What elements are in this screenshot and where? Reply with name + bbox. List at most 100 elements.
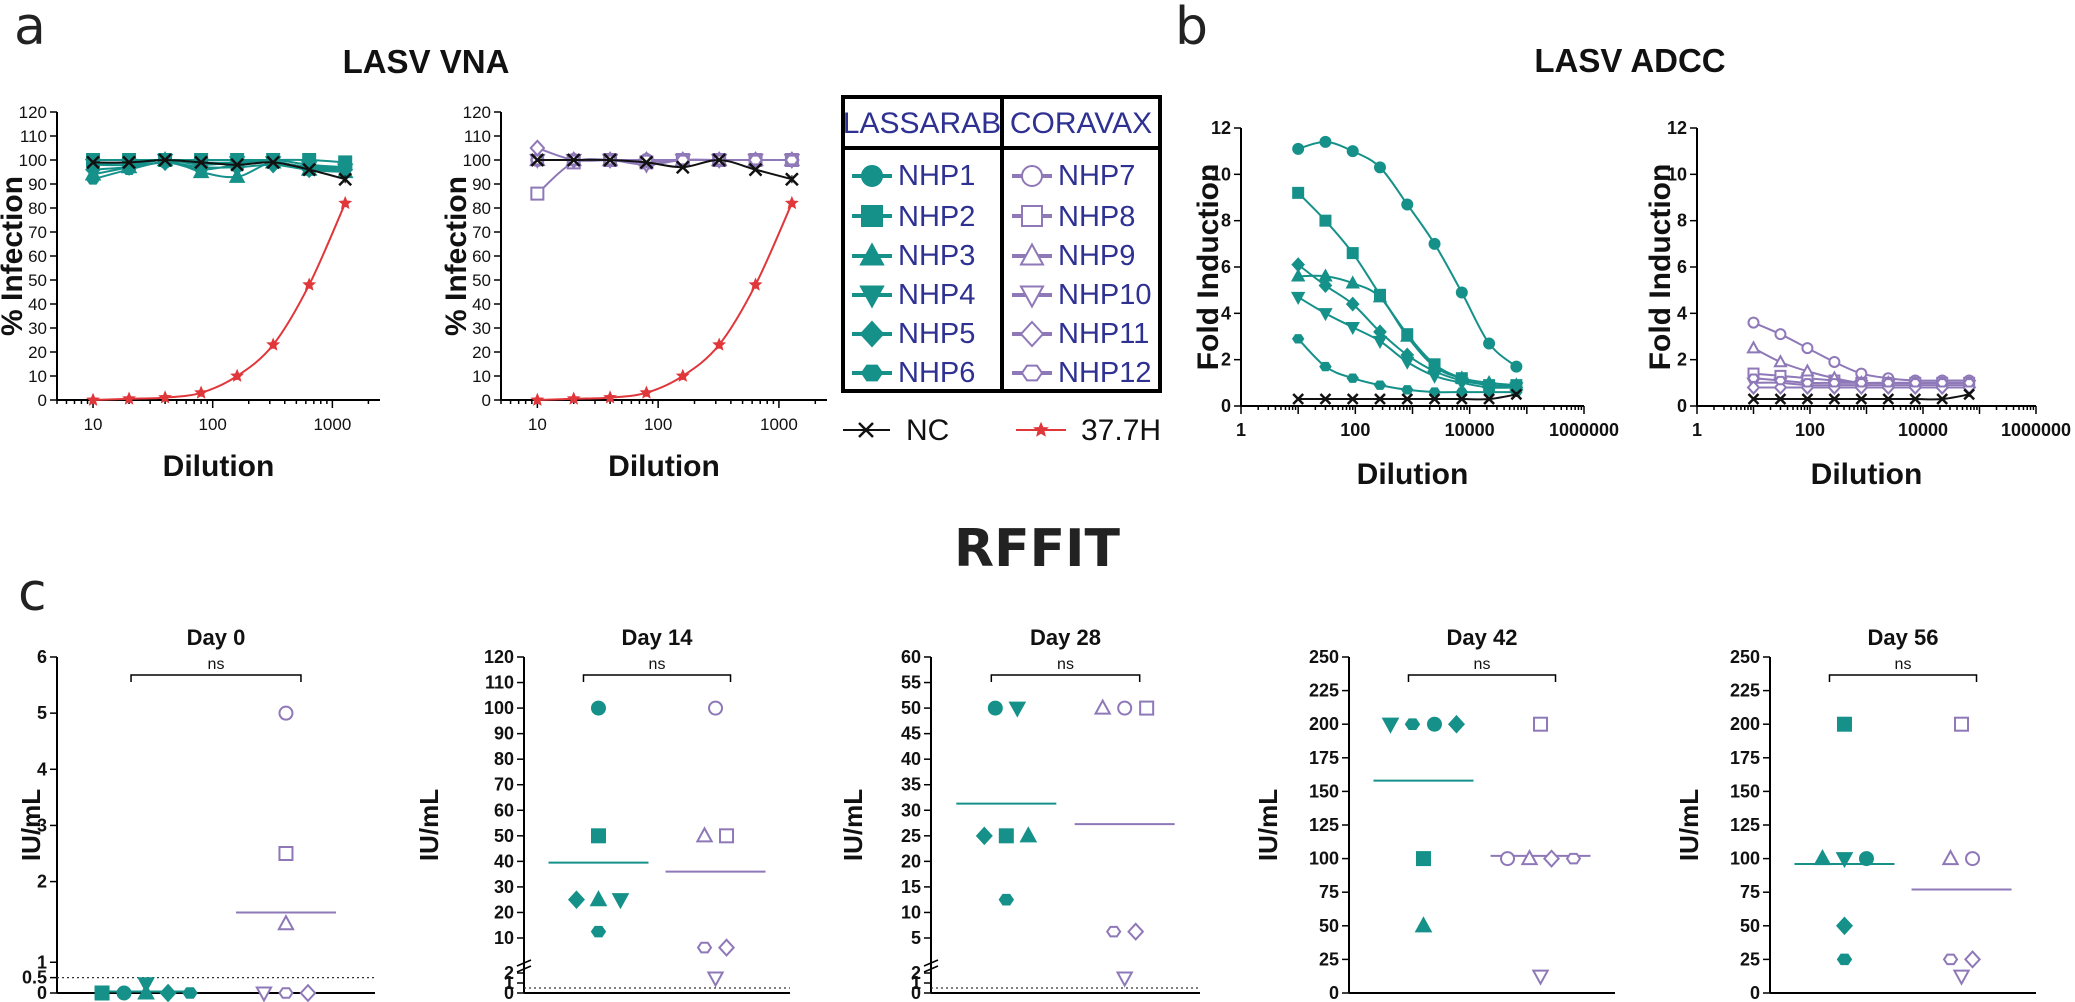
data-point (1319, 393, 1332, 405)
legend-label-nhp2: NHP2 (898, 201, 975, 233)
data-point (338, 172, 353, 187)
y-tick-label: 2 (1677, 350, 1687, 370)
data-point (1520, 849, 1539, 866)
y-tick-label: 5 (911, 928, 921, 948)
data-point (1345, 321, 1360, 336)
y-tick-label: 40 (901, 749, 921, 769)
y-tick-label: 0.5 (22, 968, 47, 988)
y-axis-label: IU/mL (1253, 789, 1283, 861)
data-point (1373, 161, 1386, 174)
y-tick-label: 50 (28, 271, 47, 290)
y-axis-label: % Infection (0, 176, 29, 336)
data-point (748, 154, 763, 166)
x-axis-label: Dilution (1811, 458, 1923, 491)
data-point (1533, 716, 1549, 732)
x-tick-label: 100 (1340, 420, 1370, 440)
legend-rows: NHP1 NHP2 NHP3 NHP4 NHP5 NHP6 NHP7 NHP8 … (898, 160, 1152, 389)
y-tick-label: 0 (911, 983, 921, 1002)
y-tick-label: 200 (1730, 714, 1760, 734)
data-point (1828, 378, 1841, 388)
y-tick-label: 55 (901, 673, 921, 693)
data-point (86, 392, 100, 406)
data-point (695, 826, 714, 843)
data-point (1801, 393, 1814, 405)
data-point (266, 155, 281, 170)
data-point (675, 368, 690, 382)
data-point (1801, 342, 1814, 355)
data-point (1381, 717, 1400, 734)
y-tick-label: 80 (494, 749, 514, 769)
data-point (1374, 393, 1386, 405)
y-axis-label: % Infection (440, 176, 473, 336)
y-axis-label: IU/mL (414, 789, 444, 861)
subplot-title: Day 14 (622, 625, 694, 650)
y-tick-label: 2 (37, 872, 47, 892)
data-point (1828, 393, 1841, 405)
significance-bracket (130, 674, 302, 682)
data-point (1292, 186, 1305, 199)
data-point (1858, 851, 1874, 867)
legend-label-nhp5: NHP5 (898, 318, 975, 350)
data-point (1746, 340, 1761, 354)
data-point (1936, 393, 1949, 405)
data-point (1855, 378, 1868, 388)
panel-label-b: b (1175, 0, 1208, 57)
chart-vna-coravax: 0 10 20 30 40 50 60 70 80 90 100 110 120 10 100 1000 Dil… (440, 103, 827, 483)
y-tick-label: 175 (1730, 748, 1760, 768)
y-tick-label: 70 (494, 775, 514, 795)
y-tick-label: 1 (504, 973, 514, 993)
data-point (1319, 361, 1332, 372)
y-tick-label: 2 (1221, 350, 1231, 370)
data-point (1400, 328, 1415, 342)
panel-label-c: c (18, 563, 47, 623)
data-point (590, 925, 607, 938)
y-tick-label: 100 (463, 151, 491, 170)
data-point (530, 186, 545, 201)
y-tick-label: 12 (1667, 118, 1687, 138)
series-line-37-7h (537, 202, 793, 401)
y-tick-label: 40 (28, 295, 47, 314)
data-point (1500, 851, 1516, 867)
x-tick-label: 1 (1692, 420, 1702, 440)
y-tick-label: 60 (472, 247, 491, 266)
y-tick-label: 225 (1309, 681, 1339, 701)
data-point (611, 893, 630, 910)
x-axis-label: Dilution (163, 450, 275, 483)
y-tick-label: 12 (1211, 118, 1231, 138)
subplot-title: Day 42 (1447, 625, 1518, 650)
y-tick-label: 80 (472, 199, 491, 218)
data-point (1964, 950, 1982, 969)
y-tick-label: 10 (1667, 164, 1687, 184)
legend-marker-nhp9 (1019, 242, 1045, 266)
y-tick-label: 120 (19, 103, 47, 122)
y-tick-label: 120 (484, 647, 514, 667)
y-tick-label: 50 (901, 698, 921, 718)
legend-marker-nhp3 (859, 242, 885, 266)
data-point (1373, 324, 1387, 340)
y-tick-label: 110 (20, 127, 47, 146)
y-tick-label: 50 (494, 826, 514, 846)
data-point (1008, 701, 1027, 718)
y-tick-label: 40 (472, 295, 491, 314)
data-point (1428, 393, 1441, 405)
x-tick-label: 10000 (1445, 420, 1495, 440)
y-tick-label: 75 (1319, 882, 1339, 902)
y-tick-label: 250 (1730, 647, 1760, 667)
data-point (529, 139, 546, 157)
y-tick-label: 100 (19, 151, 47, 170)
data-point (278, 987, 294, 999)
significance-bracket (990, 674, 1141, 682)
legend-label-37-7h: 37.7H (1081, 414, 1161, 447)
x-tick-label: 10 (528, 415, 547, 434)
data-point (1427, 363, 1442, 379)
adcc-title: LASV ADCC (1534, 42, 1725, 79)
data-point (122, 391, 136, 405)
data-point (1346, 393, 1359, 405)
data-point (706, 971, 725, 988)
data-point (1962, 378, 1976, 388)
y-tick-label: 175 (1309, 748, 1339, 768)
legend-marker-nhp12 (1020, 364, 1044, 382)
y-tick-label: 35 (901, 775, 921, 795)
data-point (266, 337, 281, 351)
axis-break-mark (516, 959, 532, 973)
